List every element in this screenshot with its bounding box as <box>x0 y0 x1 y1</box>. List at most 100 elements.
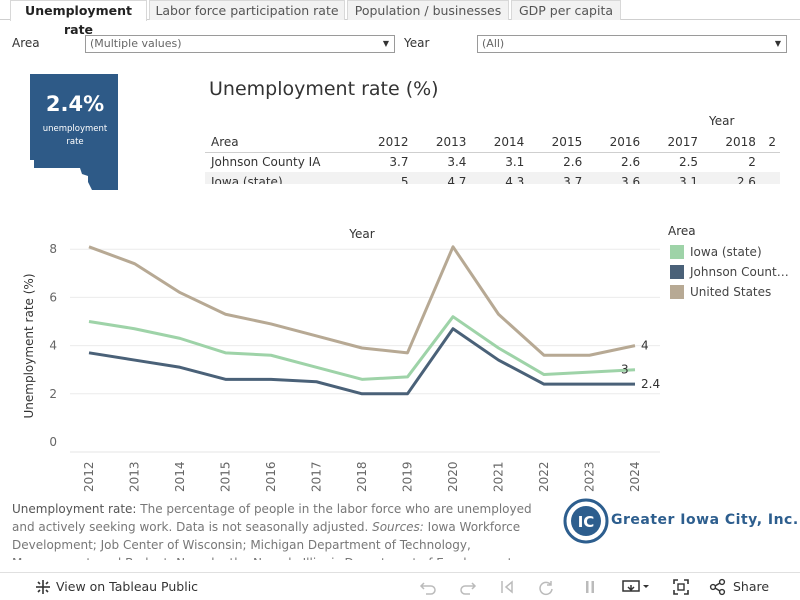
legend-label: Johnson Count… <box>690 265 789 279</box>
value-cell: 2.6 <box>621 155 641 170</box>
chart-title: Year <box>348 227 374 241</box>
x-tick-label: 2017 <box>310 461 324 492</box>
legend-item-johnson-county[interactable]: Johnson Count… <box>670 264 795 280</box>
value-cell: 2.6 <box>702 172 760 184</box>
series-line-united-states <box>88 245 636 357</box>
legend-title: Area <box>668 224 696 238</box>
tableau-logo-icon <box>36 580 50 594</box>
value-cell: 3.7 <box>528 172 587 184</box>
value-cell: 4.7 <box>412 172 471 184</box>
badge-caption-line1: unemployment <box>42 124 108 134</box>
svg-text:IC: IC <box>578 513 595 531</box>
x-tick-label: 2019 <box>401 461 415 492</box>
chevron-down-icon: ▼ <box>774 39 781 48</box>
end-value-label: 4 <box>641 339 649 353</box>
end-value-label: 2.4 <box>641 377 660 391</box>
y-tick-label: 0 <box>49 435 57 449</box>
value-cell: 3.7 <box>389 155 409 170</box>
x-tick-label: 2021 <box>492 461 506 492</box>
year-column-header: 2015 <box>528 132 587 153</box>
series-line-johnson-county-ia <box>88 327 635 396</box>
year-column-header: 2016 <box>586 132 645 153</box>
value-cell <box>759 172 780 184</box>
legend-swatch <box>670 265 684 279</box>
download-icon[interactable] <box>621 577 653 597</box>
x-tick-label: 2015 <box>219 461 233 492</box>
y-tick-label: 2 <box>49 387 57 401</box>
year-column-header: 2017 <box>644 132 703 153</box>
chevron-down-icon: ▼ <box>382 39 389 48</box>
tab-unemployment-rate[interactable]: Unemployment rate <box>10 0 147 37</box>
legend-swatch <box>670 245 684 259</box>
view-on-tableau-public-link[interactable]: View on Tableau Public <box>56 579 199 594</box>
badge-caption: unemployment rate <box>30 123 120 149</box>
y-tick-label: 8 <box>49 242 57 256</box>
description-body: The percentage of people in the labor fo… <box>12 502 532 534</box>
area-filter-select[interactable]: (Multiple values) ▼ <box>85 35 395 53</box>
series-line-iowa-state- <box>88 315 636 381</box>
refresh-icon[interactable] <box>536 577 556 597</box>
logo-wordmark: Greater Iowa City, Inc. <box>611 512 799 528</box>
table-header-row: Area 2012 2013 2014 2015 2016 2017 2018 … <box>205 132 780 153</box>
area-filter-value: (Multiple values) <box>90 37 182 50</box>
undo-icon[interactable] <box>418 577 438 597</box>
tab-gdp-per-capita[interactable]: GDP per capita <box>511 0 621 20</box>
table-row: Johnson County IA 3.7 3.4 3.1 2.6 2.6 2.… <box>205 152 780 172</box>
value-cell: 2.6 <box>563 155 583 170</box>
legend-item-iowa[interactable]: Iowa (state) <box>670 244 795 260</box>
x-tick-label: 2014 <box>173 461 187 492</box>
end-value-label: 3 <box>621 363 629 377</box>
revert-icon[interactable] <box>498 577 518 597</box>
value-cell: 4.3 <box>470 172 529 184</box>
sources-label: Sources: <box>372 520 424 534</box>
tableau-toolbar: View on Tableau Public Share <box>0 572 800 600</box>
description-text: Unemployment rate: The percentage of peo… <box>12 500 552 560</box>
unemployment-badge: 2.4% unemployment rate <box>30 74 120 190</box>
data-table: Year Area 2012 2013 2014 2015 2016 2017 … <box>205 112 780 184</box>
table-row: Iowa (state) 5 4.7 4.3 3.7 3.6 3.1 2.6 <box>205 172 780 184</box>
value-cell <box>760 152 780 172</box>
table-title: Unemployment rate (%) <box>209 78 439 100</box>
county-map-shape <box>30 74 118 190</box>
legend-item-united-states[interactable]: United States <box>670 284 795 300</box>
share-icon[interactable] <box>708 577 728 597</box>
legend-label: United States <box>690 285 772 299</box>
year-header: Year <box>709 114 735 128</box>
value-cell: 5 <box>354 172 413 184</box>
x-tick-label: 2018 <box>355 461 369 492</box>
year-filter-value: (All) <box>482 37 505 50</box>
year-filter-select[interactable]: (All) ▼ <box>477 35 787 53</box>
y-tick-label: 4 <box>49 339 57 353</box>
year-column-header: 2014 <box>470 132 529 153</box>
tab-population-businesses[interactable]: Population / businesses <box>347 0 509 20</box>
badge-caption-line2: rate <box>66 137 84 147</box>
year-column-header: 2018 <box>702 132 760 153</box>
value-cell: 2.5 <box>678 155 699 170</box>
badge-value: 2.4% <box>45 92 105 116</box>
value-cell: 3.4 <box>447 155 467 170</box>
area-filter-label: Area <box>12 36 40 50</box>
x-tick-label: 2016 <box>264 461 278 492</box>
area-cell: Iowa (state) <box>205 172 355 184</box>
x-tick-label: 2023 <box>583 461 597 492</box>
area-cell: Johnson County IA <box>211 155 321 170</box>
year-column-header: 2013 <box>412 132 471 153</box>
legend-swatch <box>670 285 684 299</box>
tab-bar: Unemployment rate Labor force participat… <box>0 0 800 37</box>
x-tick-label: 2012 <box>82 461 96 492</box>
x-tick-label: 2020 <box>446 461 460 492</box>
share-button[interactable]: Share <box>733 579 770 594</box>
pause-icon[interactable] <box>580 577 600 597</box>
unemployment-line-chart: Year 0 2 4 6 8 2012 2013 2014 2015 2016 2017 2018 201… <box>22 227 660 492</box>
greater-iowa-city-logo-icon: IC <box>563 498 609 544</box>
x-tick-label: 2013 <box>128 461 142 492</box>
tab-labor-force-participation[interactable]: Labor force participation rate <box>149 0 345 20</box>
x-tick-label: 2022 <box>537 461 551 492</box>
legend-label: Iowa (state) <box>690 245 762 259</box>
redo-icon[interactable] <box>458 577 478 597</box>
value-cell: 3.1 <box>505 155 525 170</box>
value-cell: 3.1 <box>644 172 703 184</box>
value-cell: 2 <box>748 155 756 170</box>
fullscreen-icon[interactable] <box>671 577 691 597</box>
area-column-header: Area <box>205 132 355 153</box>
